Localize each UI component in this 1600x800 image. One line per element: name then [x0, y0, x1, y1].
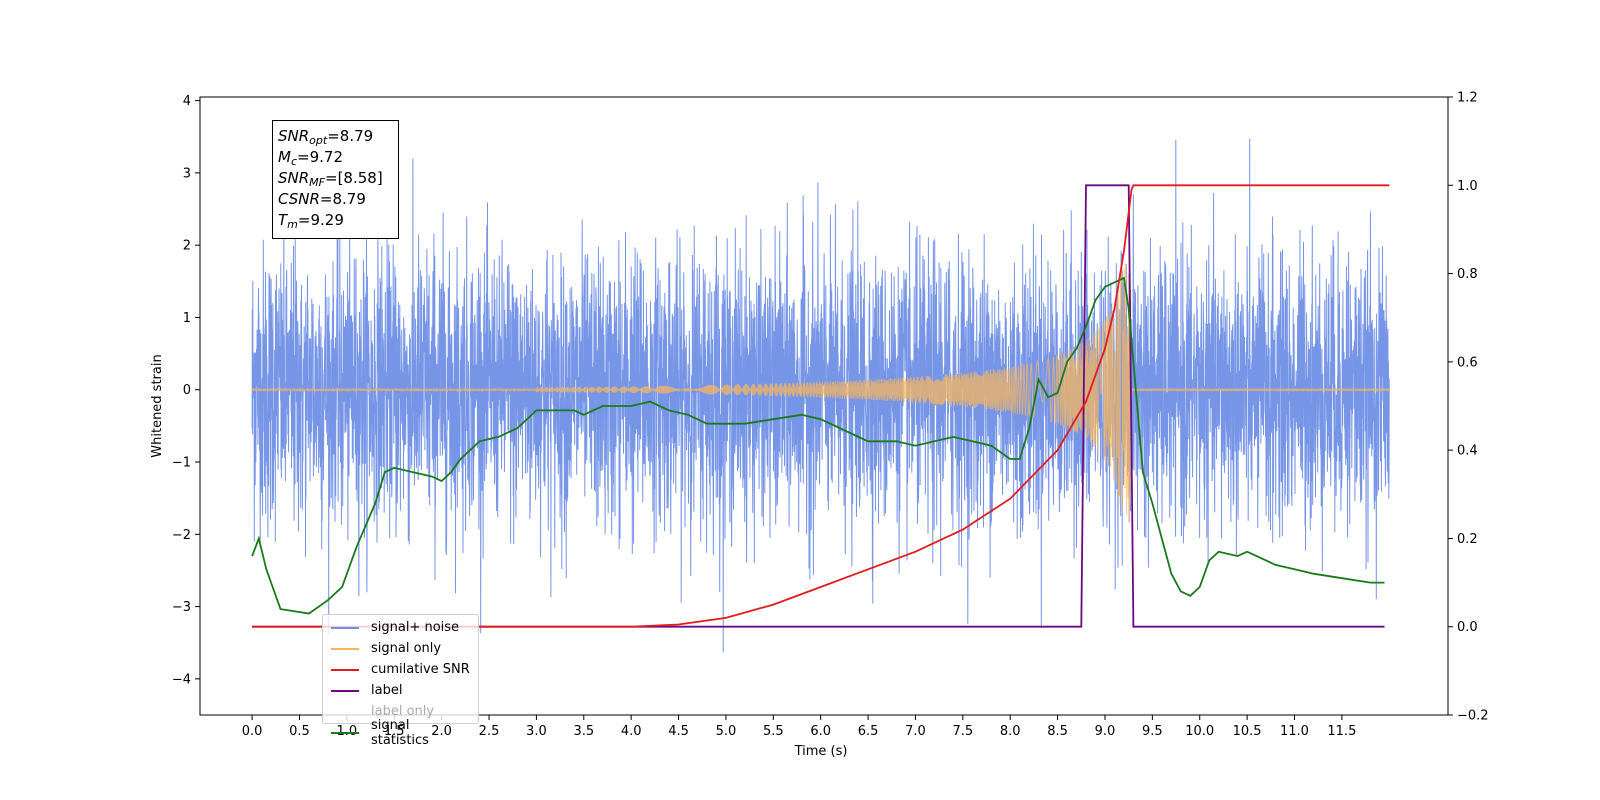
y-tick-label: 0 — [183, 383, 191, 398]
x-tick-label: 5.5 — [763, 724, 784, 739]
series-signal-noise — [251, 138, 1390, 653]
stats-annotation-box: SNRopt=8.79 Mc=9.72 SNRMF=[8.58] CSNR=8.… — [272, 120, 399, 239]
legend-swatch — [331, 668, 359, 671]
stats-row-mc: Mc=9.72 — [278, 148, 343, 168]
series-signal-only — [251, 263, 1390, 520]
x-axis: 0.0 0.5 1.0 1.5 2.0 2.5 3.0 3.5 4.0 4.5 5.0 5.5 6.0 6… — [242, 715, 1356, 739]
stats-row-csnr: CSNR=8.79 — [278, 190, 366, 208]
y-tick-label: 2 — [183, 239, 191, 254]
x-tick-label: 7.5 — [952, 724, 973, 739]
x-tick-label: 10.0 — [1185, 724, 1214, 739]
x-tick-label: 0.0 — [242, 724, 263, 739]
y-axis-label: Whitened strain — [150, 354, 165, 457]
legend-entry-signal-statistics: signal statistics — [331, 718, 470, 748]
x-tick-label: 1.5 — [384, 724, 405, 739]
y-tick-label: 4 — [183, 94, 191, 109]
x-tick-label: 7.0 — [905, 724, 926, 739]
x-tick-label: 4.0 — [621, 724, 642, 739]
x-tick-label: 2.0 — [431, 724, 452, 739]
x-tick-label: 3.5 — [573, 724, 594, 739]
x-tick-label: 9.5 — [1142, 724, 1163, 739]
x-tick-label: 2.5 — [479, 724, 500, 739]
legend-entry-signal-noise: signal+ noise — [331, 617, 470, 638]
legend-swatch — [331, 689, 359, 692]
legend-entry-signal-only: signal only — [331, 638, 470, 659]
x-tick-label: 10.5 — [1233, 724, 1262, 739]
stats-row-tm: Tm=9.29 — [278, 211, 344, 231]
x-tick-label: 11.0 — [1280, 724, 1309, 739]
x-tick-label: 6.5 — [858, 724, 879, 739]
y-tick-label: −1 — [172, 456, 191, 471]
x-tick-label: 9.0 — [1095, 724, 1116, 739]
x-tick-label: 3.0 — [526, 724, 547, 739]
series-cumulative-snr — [252, 184, 1390, 628]
x-axis-label: Time (s) — [794, 744, 848, 759]
y-axis-left: 4 3 2 1 0 −1 −2 −3 −4 — [172, 94, 200, 687]
legend-entry-label-only: label only — [331, 701, 470, 722]
x-tick-label: 11.5 — [1327, 724, 1356, 739]
stats-row-snr-opt: SNRopt=8.79 — [278, 127, 374, 147]
x-tick-label: 8.5 — [1047, 724, 1068, 739]
stats-row-snr-mf: SNRMF=[8.58] — [278, 169, 383, 189]
y-tick-label: −3 — [172, 600, 191, 615]
y2-tick-label: 0.0 — [1457, 620, 1478, 635]
x-tick-label: 5.0 — [716, 724, 737, 739]
x-tick-label: 8.0 — [1000, 724, 1021, 739]
legend: signal+ noise signal only cumilative SNR… — [322, 614, 479, 748]
series-signal-statistics — [251, 276, 1385, 615]
y-tick-label: 1 — [183, 311, 191, 326]
y2-tick-label: 0.4 — [1457, 444, 1478, 459]
y2-tick-label: 1.2 — [1457, 91, 1478, 106]
x-tick-label: 4.5 — [668, 724, 689, 739]
plot-area — [251, 138, 1390, 653]
y2-tick-label: 0.6 — [1457, 355, 1478, 370]
legend-swatch — [331, 711, 359, 713]
y-axis-right: 1.2 1.0 0.8 0.6 0.4 0.2 0.0 −0.2 — [1448, 91, 1489, 724]
legend-entry-label: label — [331, 680, 470, 701]
legend-entry-cumulative-snr: cumilative SNR — [331, 659, 470, 680]
y-tick-label: −4 — [172, 672, 191, 687]
y2-tick-label: 0.8 — [1457, 267, 1478, 282]
legend-swatch — [331, 731, 359, 734]
y2-tick-label: 0.2 — [1457, 532, 1478, 547]
legend-swatch — [331, 647, 359, 650]
y-tick-label: −2 — [172, 528, 191, 543]
y2-tick-label: 1.0 — [1457, 179, 1478, 194]
y-tick-label: 3 — [183, 166, 191, 181]
legend-swatch — [331, 626, 359, 629]
x-tick-label: 0.5 — [289, 724, 310, 739]
axes-frame — [199, 96, 1449, 716]
y2-tick-label: −0.2 — [1457, 709, 1489, 724]
x-tick-label: 6.0 — [810, 724, 831, 739]
series-label — [252, 184, 1385, 628]
